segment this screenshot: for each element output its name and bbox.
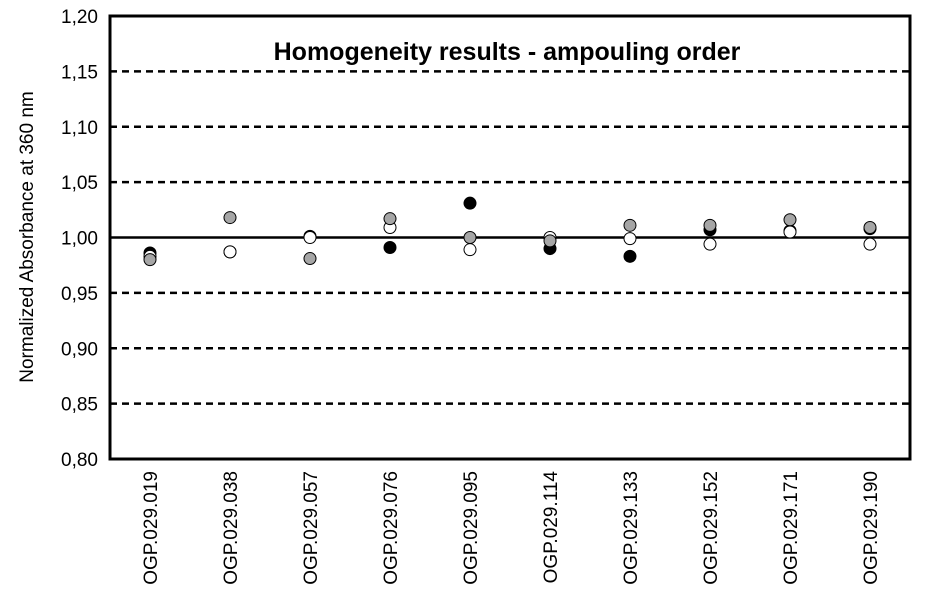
plot-frame (108, 14, 912, 461)
y-tick-label: 0,95 (61, 284, 98, 305)
data-point (463, 231, 477, 244)
data-point (783, 225, 797, 239)
x-tick-label: OGP.029.133 (621, 471, 642, 585)
data-point (783, 213, 797, 227)
data-point (623, 232, 637, 246)
data-point (303, 231, 317, 244)
x-tick-label: OGP.029.114 (541, 471, 562, 584)
x-tick-label: OGP.029.057 (301, 471, 322, 585)
x-tick-label: OGP.029.076 (381, 471, 402, 585)
y-tick-label: 1,05 (61, 173, 98, 194)
y-tick-label: 1,00 (61, 229, 98, 250)
data-point (863, 221, 877, 235)
x-tick-label: OGP.029.095 (461, 471, 482, 585)
data-point (543, 234, 557, 248)
x-tick-label: OGP.029.152 (701, 471, 722, 585)
y-tick-label: 1,20 (61, 7, 98, 28)
data-point (863, 237, 877, 251)
y-tick-label: 0,85 (61, 395, 98, 416)
data-point (623, 249, 637, 263)
data-point (463, 196, 477, 210)
data-point (223, 245, 237, 259)
data-point (383, 212, 397, 226)
grid-lines (110, 70, 910, 405)
data-point (223, 211, 237, 225)
y-tick-label: 1,10 (61, 118, 98, 139)
data-point (703, 237, 717, 251)
data-point (383, 240, 397, 254)
x-axis-tick-labels: OGP.029.019 OGP.029.038 OGP.029.057 OGP.029… (141, 471, 882, 585)
chart-title: Homogeneity results - ampouling order (274, 38, 741, 66)
data-points (143, 196, 877, 267)
x-tick-label: OGP.029.190 (861, 471, 882, 585)
x-tick-label: OGP.029.171 (781, 471, 802, 585)
data-point (703, 218, 717, 232)
y-axis-tick-labels: 0,80 0,85 0,90 0,95 1,00 1,05 1,10 1,15 1,20 (61, 7, 98, 471)
x-tick-label: OGP.029.019 (141, 471, 162, 585)
y-tick-label: 0,90 (61, 339, 98, 360)
data-point (623, 218, 637, 232)
y-tick-label: 0,80 (61, 450, 98, 471)
data-point (463, 243, 477, 257)
x-tick-label: OGP.029.038 (221, 471, 242, 585)
data-point (143, 253, 157, 267)
y-tick-label: 1,15 (61, 62, 98, 83)
y-axis-label: Normalized Absorbance at 360 nm (17, 91, 38, 383)
data-point (303, 252, 317, 266)
